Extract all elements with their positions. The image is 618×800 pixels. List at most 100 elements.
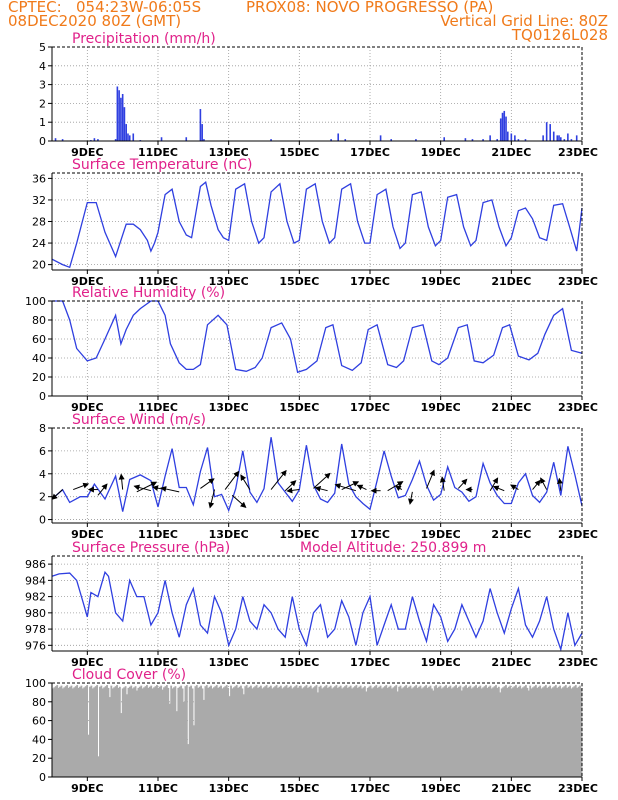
cloud-bar [272,687,275,777]
cloud-bar [302,687,305,777]
cloud-bar [308,686,311,777]
y-tick-label: 4 [39,60,46,73]
cloud-bar [475,685,477,777]
cloud-bar [425,685,428,777]
y-tick-label: 980 [25,607,46,620]
x-tick-label: 19DEC [421,656,461,669]
cloud-bar [90,685,93,777]
cloud-bar [336,687,339,777]
cloud-bar [289,685,292,777]
wind-vector [270,469,287,490]
cloud-bar [59,686,61,777]
x-tick-label: 17DEC [350,782,390,795]
cloud-bar [222,687,225,777]
cloud-bar [305,685,308,777]
cloud-bar [354,686,356,777]
cloud-bar [550,688,553,777]
cloud-bar [507,686,510,777]
cloud-bar [573,686,576,777]
cloud-bar [332,687,335,777]
x-tick-label: 23DEC [558,782,598,795]
precip-bar [510,133,513,141]
cloud-bar [240,685,242,777]
cloud-bar [228,696,231,777]
panel-1: 0 1 2 3 4 5 9DEC 11DEC 13DEC 15DEC 17DEC 19DEC 21DEC… [39,31,598,159]
cloud-bar [532,687,534,777]
cloud-bar [348,686,351,777]
cloud-bar [510,688,513,777]
cloud-bar [526,687,529,777]
cloud-bar [250,685,252,777]
cloud-bar [177,687,180,777]
cloud-bar [208,686,211,777]
x-tick-label: 15DEC [279,275,319,288]
x-tick-label: 9DEC [71,275,103,288]
y-tick-label: 2 [39,97,46,110]
cloud-bar [285,685,288,777]
x-tick-label: 21DEC [491,528,531,541]
cloud-bar [165,685,168,777]
cloud-bar [378,686,381,777]
cloud-bar [311,688,314,777]
cloud-bar [540,688,543,777]
cloud-bar [254,686,257,777]
cloud-bar [127,687,130,777]
y-tick-label: 978 [25,623,46,636]
series-line [52,300,583,374]
cloud-bar [450,688,453,777]
x-tick-label: 11DEC [138,146,178,159]
x-tick-label: 19DEC [421,401,461,414]
precip-bar [489,135,491,141]
cloud-bar [442,687,445,777]
x-tick-label: 11DEC [138,401,178,414]
cloud-bar [556,687,559,777]
wind-vector [457,478,468,489]
cloud-bar [123,687,126,777]
cloud-bar [409,685,412,777]
cloud-bar [56,685,59,777]
cloud-bar [328,686,331,777]
cloud-bar [429,685,432,777]
cloud-bar [134,686,137,777]
precip-bar [560,137,562,141]
cloud-bar [291,688,294,777]
cloud-bar [264,686,267,777]
precip-bar [517,139,520,141]
cloud-bar [89,686,91,777]
cloud-bar [513,686,516,777]
cloud-bar [341,688,344,777]
cloud-bar [267,687,269,777]
y-tick-label: 1 [39,116,46,129]
cloud-bar [440,688,443,777]
cloud-bar [469,685,472,777]
cloud-bar [415,685,418,777]
cloud-bar [566,687,569,777]
cloud-bar [470,688,473,777]
cloud-bar [153,687,155,777]
precip-bar [499,118,502,141]
cloud-bar [204,686,207,777]
cloud-bar [371,688,373,777]
cloud-bar [314,686,316,777]
cloud-bar [563,686,566,777]
series-line [51,437,583,513]
cloud-bar [376,687,379,777]
cloud-bar [495,685,497,777]
panel-5: 976 978 980 982 984 986 9DEC 11DEC 13DEC 15DEC 17D… [25,540,598,669]
cloud-bar [212,687,215,777]
wind-vector [532,479,541,490]
precip-bar [503,110,506,141]
cloud-bar [530,688,533,777]
cloud-bar [405,685,408,777]
cloud-bar [430,688,433,777]
gridlines [52,556,583,651]
y-tick-label: 0 [39,135,46,148]
cloud-bar [334,686,336,777]
cloud-bar [57,687,60,777]
cloud-bar [421,688,423,777]
cloud-bar [489,685,492,777]
cloud-bar [502,687,505,777]
cloud-bar [188,686,191,777]
cloud-bar [373,686,376,777]
y-tick-label: 20 [32,752,46,765]
